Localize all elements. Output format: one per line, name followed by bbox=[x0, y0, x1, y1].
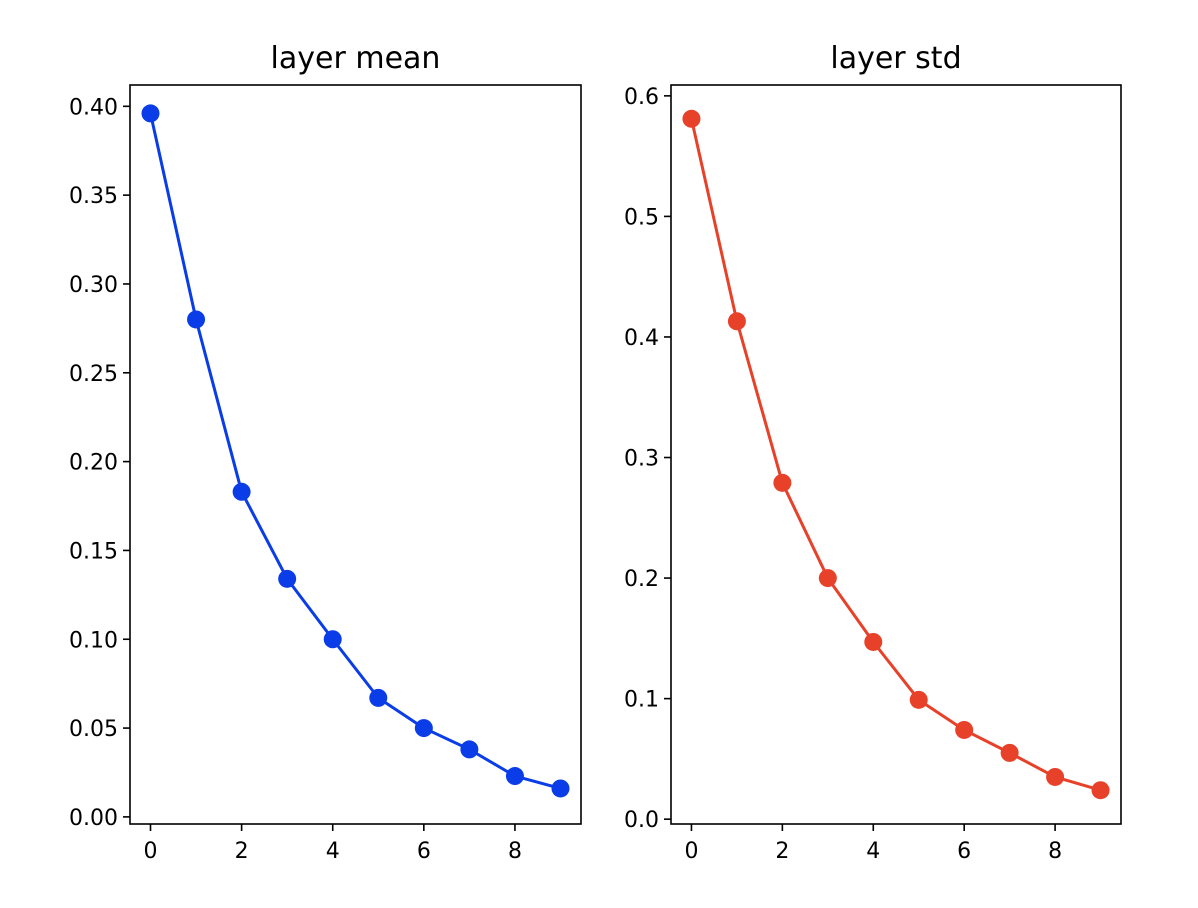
chart-title: layer mean bbox=[271, 41, 441, 76]
chart-panel-layer-std: layer std 0 2 4 6 8 0.0 0.1 0.2 0.3 0.4 0.5 0.6 bbox=[624, 41, 1122, 864]
data-point bbox=[955, 720, 974, 739]
y-tick-label: 0.25 bbox=[69, 362, 118, 387]
y-tick-label: 0.40 bbox=[69, 95, 118, 120]
x-tick-label: 8 bbox=[508, 839, 522, 864]
x-tick-label: 2 bbox=[775, 839, 789, 864]
x-tick-label: 6 bbox=[417, 839, 431, 864]
data-point bbox=[369, 688, 388, 707]
y-tick-label: 0.20 bbox=[69, 451, 118, 476]
data-point bbox=[727, 312, 746, 331]
data-point bbox=[1091, 781, 1110, 800]
data-point bbox=[682, 109, 701, 128]
y-tick-label: 0.4 bbox=[624, 326, 659, 351]
y-tick-label: 0.15 bbox=[69, 539, 118, 564]
data-point bbox=[232, 482, 251, 501]
axes-frame bbox=[129, 84, 582, 825]
data-point bbox=[187, 310, 206, 329]
y-tick-label: 0.30 bbox=[69, 273, 118, 298]
series-line bbox=[689, 118, 1101, 792]
x-tick-label: 0 bbox=[144, 839, 158, 864]
data-point bbox=[864, 632, 883, 651]
x-tick-label: 0 bbox=[684, 839, 698, 864]
x-tick-label: 2 bbox=[235, 839, 249, 864]
chart-title: layer std bbox=[830, 41, 961, 76]
data-point bbox=[414, 719, 433, 738]
data-point bbox=[460, 740, 479, 759]
data-point bbox=[323, 630, 342, 649]
data-point bbox=[141, 104, 160, 123]
y-tick-label: 0.3 bbox=[624, 447, 659, 472]
y-tick-label: 0.00 bbox=[69, 806, 118, 831]
data-point bbox=[818, 569, 837, 588]
x-tick-label: 8 bbox=[1048, 839, 1062, 864]
data-point bbox=[1000, 743, 1019, 762]
y-tick-label: 0.35 bbox=[69, 184, 118, 209]
data-point bbox=[278, 569, 297, 588]
data-point bbox=[551, 779, 570, 798]
y-tick-label: 0.0 bbox=[624, 808, 659, 833]
x-tick-label: 4 bbox=[326, 839, 340, 864]
y-tick-label: 0.5 bbox=[624, 205, 659, 230]
y-tick-label: 0.1 bbox=[624, 688, 659, 713]
data-point bbox=[505, 767, 524, 786]
x-tick-label: 6 bbox=[957, 839, 971, 864]
x-tick-label: 4 bbox=[866, 839, 880, 864]
axes-frame bbox=[670, 84, 1122, 825]
chart-panel-layer-mean: layer mean 0 2 4 6 8 0.00 0.05 0.10 0.15 0.20 0.25… bbox=[69, 41, 582, 864]
data-point bbox=[773, 473, 792, 492]
data-point bbox=[909, 690, 928, 709]
y-tick-label: 0.6 bbox=[624, 85, 659, 110]
y-tick-label: 0.05 bbox=[69, 717, 118, 742]
y-tick-label: 0.10 bbox=[69, 628, 118, 653]
series-line bbox=[149, 113, 561, 790]
y-tick-label: 0.2 bbox=[624, 567, 659, 592]
data-point bbox=[1046, 767, 1065, 786]
